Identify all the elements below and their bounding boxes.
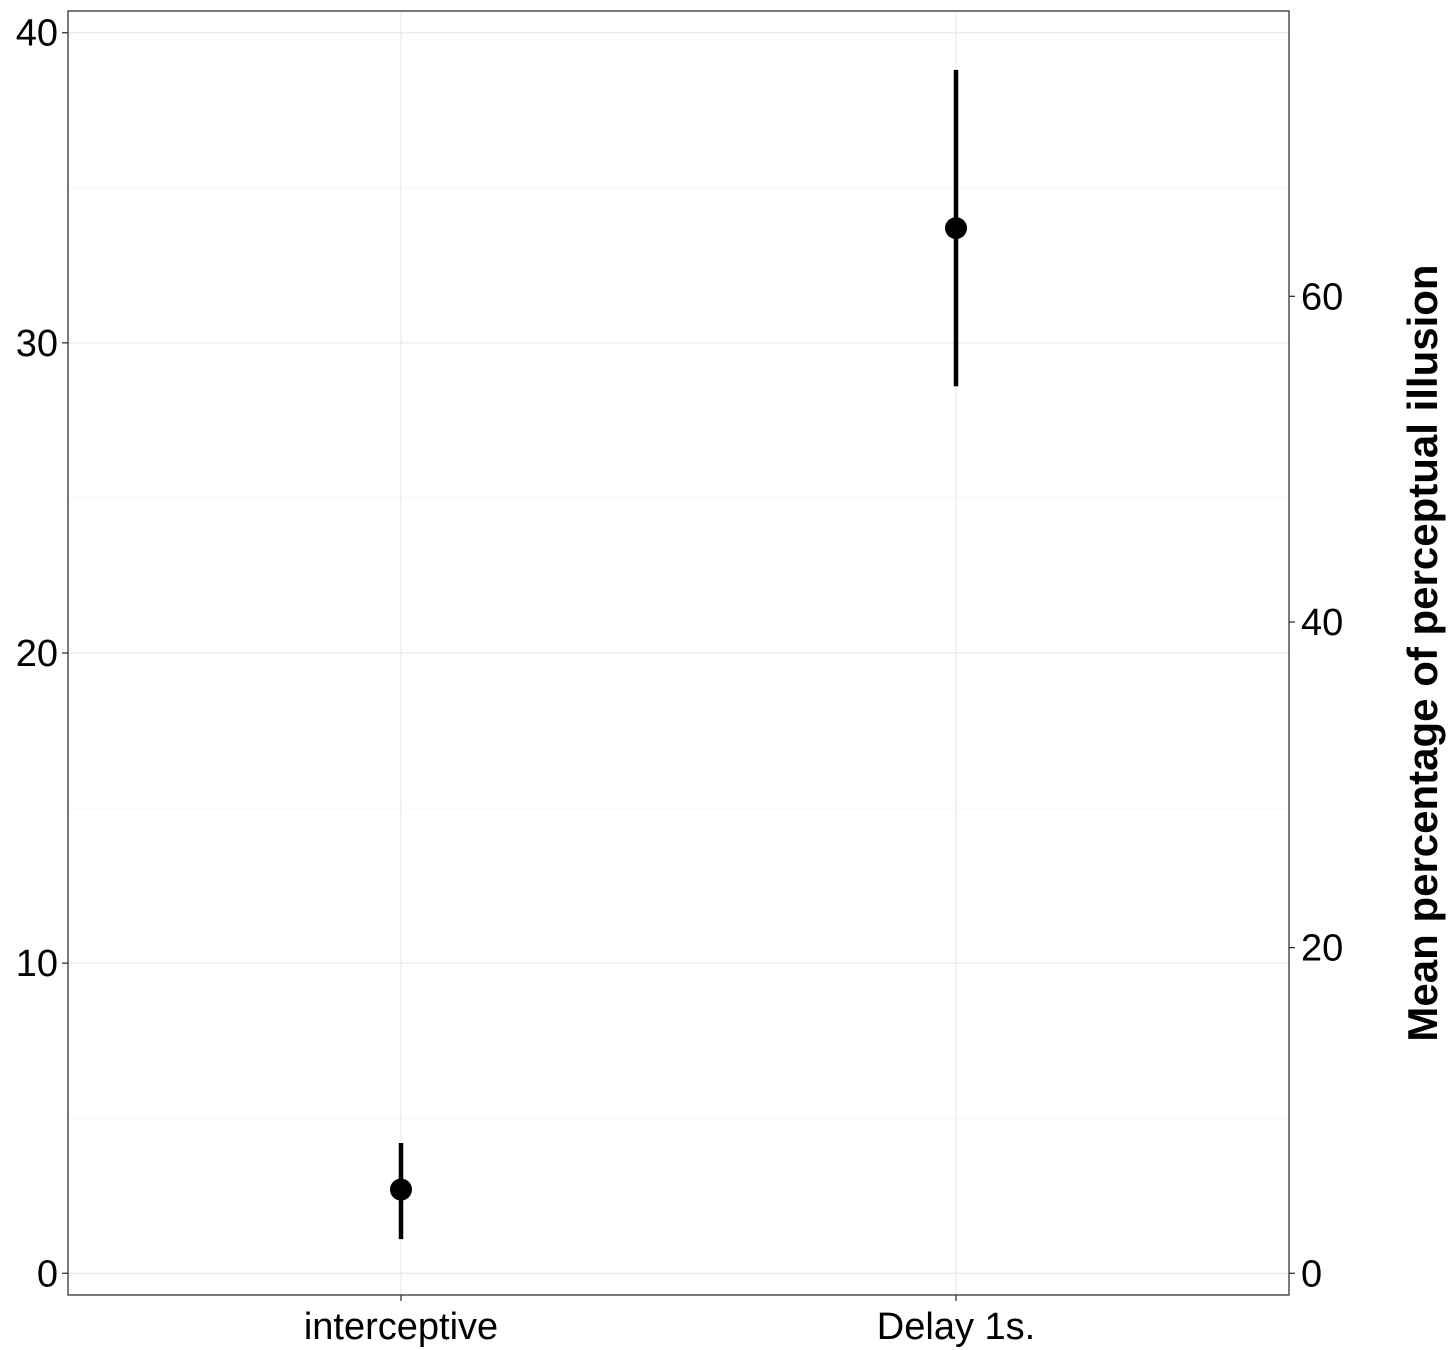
data-point (390, 1178, 412, 1201)
right-axis-title: Mean percentage of perceptual illusion (1399, 264, 1446, 1041)
y2-tick-label: 20 (1301, 928, 1343, 970)
y-tick-label: 10 (16, 943, 58, 985)
axis-labels: 0 10 20 30 40 0 20 40 60 interceptive Delay 1s. (16, 13, 1344, 1348)
x-tick-label: interceptive (304, 1306, 498, 1348)
axis-ticks (62, 32, 1295, 1301)
y2-tick-label: 0 (1301, 1253, 1322, 1295)
y2-tick-label: 60 (1301, 276, 1343, 318)
y-tick-label: 40 (16, 13, 58, 55)
y-tick-label: 20 (16, 633, 58, 675)
y-tick-label: 30 (16, 323, 58, 365)
x-tick-label: Delay 1s. (877, 1306, 1035, 1348)
y2-tick-label: 40 (1301, 602, 1343, 644)
y-tick-label: 0 (37, 1253, 58, 1295)
grid (68, 11, 1289, 1295)
data-marks (390, 69, 967, 1240)
data-point (945, 217, 967, 240)
